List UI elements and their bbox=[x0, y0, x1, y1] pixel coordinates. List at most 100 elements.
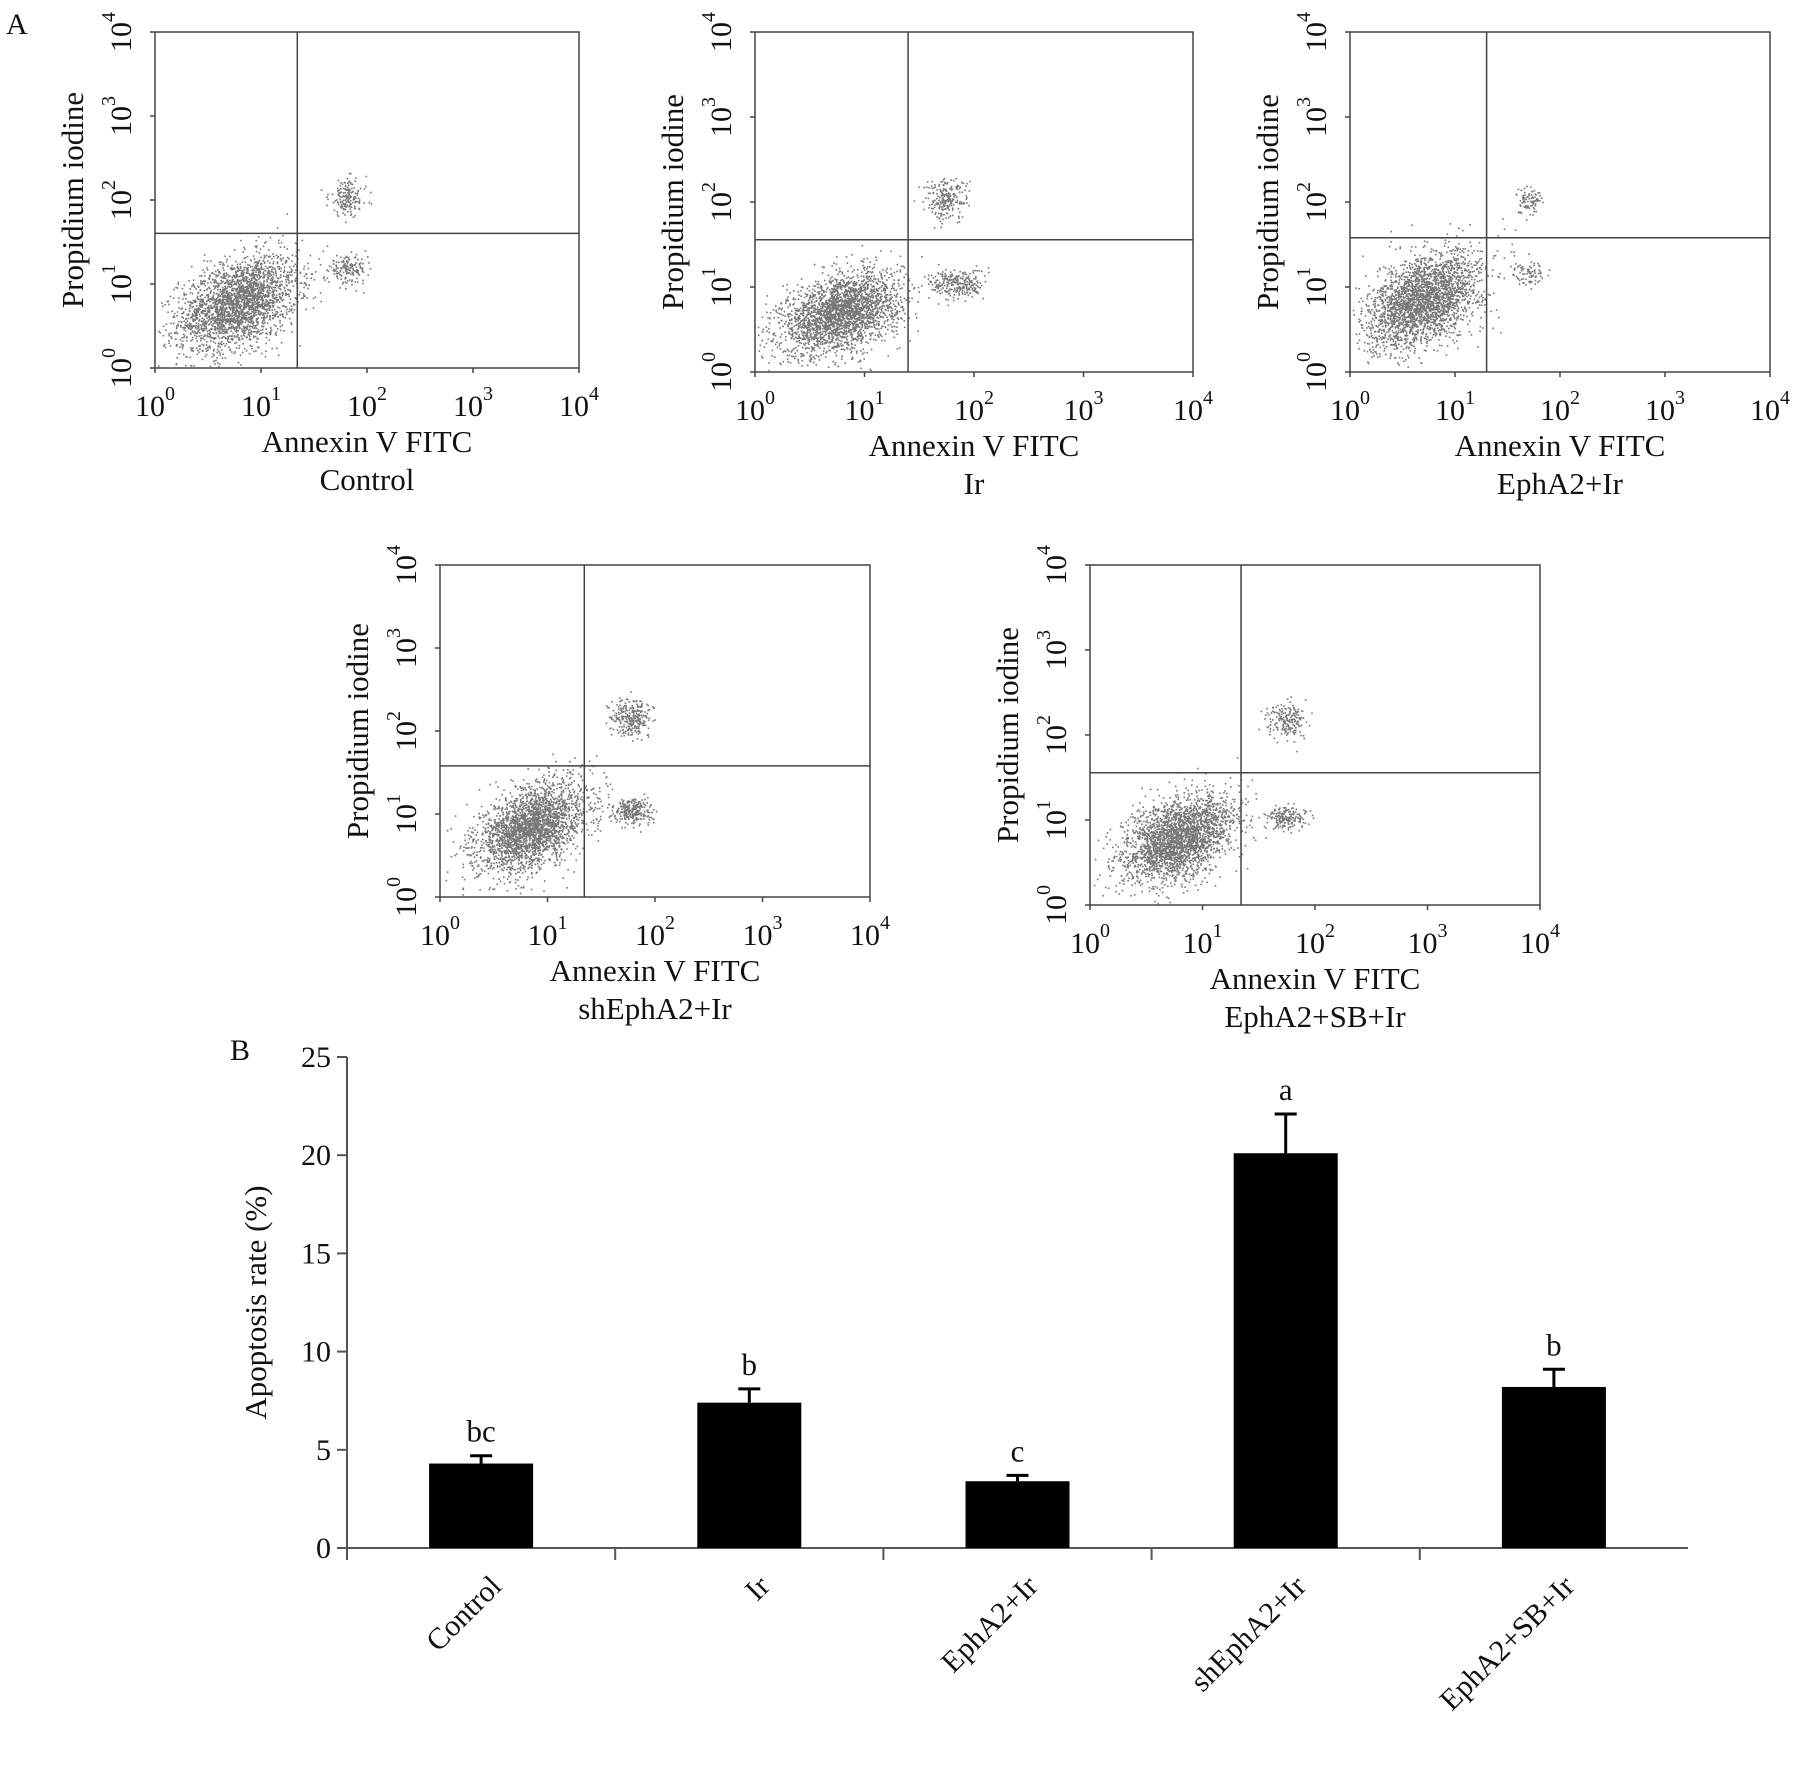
event-dot bbox=[210, 340, 212, 342]
event-dot bbox=[793, 325, 795, 328]
event-dot bbox=[835, 299, 837, 301]
event-dot bbox=[240, 335, 243, 337]
event-dot bbox=[240, 267, 242, 269]
event-dot bbox=[201, 337, 203, 339]
event-dot bbox=[265, 332, 267, 334]
event-dot bbox=[875, 312, 877, 314]
event-dot bbox=[241, 294, 243, 296]
event-dot bbox=[310, 273, 313, 275]
event-dot bbox=[262, 328, 264, 331]
event-dot bbox=[254, 278, 256, 280]
event-dot bbox=[289, 302, 291, 304]
event-dot bbox=[917, 330, 919, 332]
event-dot bbox=[259, 281, 261, 283]
event-dot bbox=[290, 260, 293, 263]
event-dot bbox=[257, 297, 260, 300]
event-dot bbox=[180, 343, 183, 345]
event-dot bbox=[348, 258, 351, 261]
event-dot bbox=[238, 312, 240, 314]
event-dot bbox=[294, 242, 297, 245]
event-dot bbox=[216, 300, 218, 302]
event-dot bbox=[814, 319, 816, 322]
event-dot bbox=[250, 333, 252, 336]
event-dot bbox=[262, 245, 265, 248]
event-dot bbox=[344, 263, 346, 265]
event-dot bbox=[337, 272, 340, 274]
event-dot bbox=[852, 357, 854, 360]
event-dot bbox=[254, 274, 257, 276]
event-dot bbox=[271, 309, 273, 311]
event-dot bbox=[768, 362, 770, 364]
event-dot bbox=[227, 315, 230, 317]
event-dot bbox=[269, 299, 271, 301]
event-dot bbox=[221, 324, 224, 326]
event-dot bbox=[228, 323, 231, 325]
event-dot bbox=[370, 191, 372, 194]
event-dot bbox=[843, 348, 846, 351]
event-dot bbox=[191, 306, 193, 309]
event-dot bbox=[185, 298, 187, 300]
event-dot bbox=[818, 308, 821, 311]
event-dot bbox=[872, 311, 874, 313]
tick-exponent: 3 bbox=[483, 383, 493, 405]
event-dot bbox=[252, 304, 255, 307]
event-dot bbox=[221, 306, 223, 308]
tick-exponent: 0 bbox=[165, 383, 175, 405]
event-dot bbox=[847, 341, 849, 344]
event-dot bbox=[342, 192, 345, 194]
event-dot bbox=[208, 286, 210, 289]
event-dot bbox=[896, 312, 899, 315]
event-dot bbox=[218, 365, 220, 368]
event-dot bbox=[263, 318, 265, 320]
event-dot bbox=[294, 297, 297, 299]
event-dot bbox=[842, 317, 845, 320]
event-dot bbox=[832, 346, 834, 348]
event-dot bbox=[203, 254, 206, 256]
event-dot bbox=[848, 286, 851, 289]
event-dot bbox=[823, 316, 826, 318]
event-dot bbox=[835, 269, 837, 271]
event-dot bbox=[200, 327, 203, 330]
event-dot bbox=[221, 325, 223, 328]
event-dot bbox=[841, 273, 844, 275]
event-dot bbox=[826, 340, 828, 342]
event-dot bbox=[252, 311, 255, 313]
event-dot bbox=[282, 313, 284, 315]
event-dot bbox=[791, 328, 794, 331]
event-dot bbox=[254, 301, 257, 303]
event-dot bbox=[218, 322, 220, 325]
event-dot bbox=[248, 338, 251, 341]
event-dot bbox=[823, 309, 826, 311]
event-dot bbox=[254, 289, 257, 291]
event-dot bbox=[238, 304, 241, 307]
event-dot bbox=[781, 307, 783, 310]
cell-population-0 bbox=[157, 213, 347, 368]
event-dot bbox=[251, 269, 253, 272]
event-dot bbox=[239, 319, 241, 322]
event-dot bbox=[841, 311, 843, 313]
event-dot bbox=[279, 257, 282, 260]
event-dot bbox=[802, 301, 805, 304]
event-dot bbox=[224, 282, 226, 284]
event-dot bbox=[247, 330, 250, 332]
event-dot bbox=[861, 299, 864, 302]
event-dot bbox=[236, 273, 238, 276]
event-dot bbox=[170, 322, 172, 325]
event-dot bbox=[835, 311, 837, 313]
event-dot bbox=[358, 199, 361, 201]
event-dot bbox=[857, 300, 859, 302]
event-dot bbox=[307, 267, 310, 270]
event-dot bbox=[162, 345, 165, 347]
event-dot bbox=[250, 306, 252, 308]
event-dot bbox=[222, 342, 225, 345]
event-dot bbox=[863, 258, 865, 260]
event-dot bbox=[226, 339, 229, 342]
event-dot bbox=[850, 342, 853, 345]
event-dot bbox=[201, 301, 203, 304]
event-dot bbox=[861, 353, 864, 355]
event-dot bbox=[201, 298, 204, 301]
event-dot bbox=[235, 341, 238, 344]
event-dot bbox=[276, 290, 278, 292]
event-dot bbox=[863, 314, 866, 316]
event-dot bbox=[237, 310, 239, 313]
